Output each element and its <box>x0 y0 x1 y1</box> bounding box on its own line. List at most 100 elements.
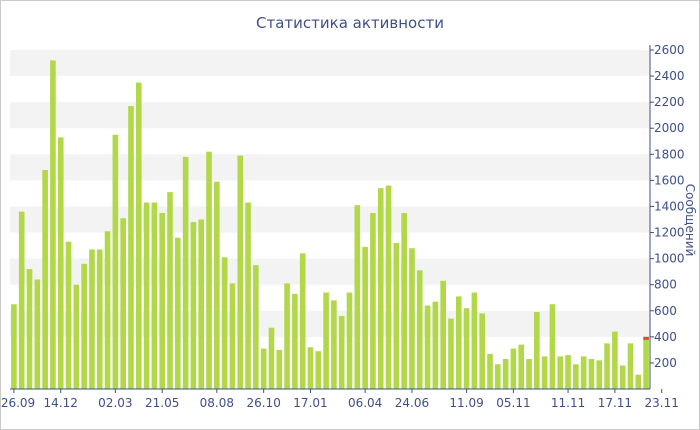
y-tick-label: 800 <box>654 278 677 292</box>
bar <box>190 222 197 389</box>
bar <box>338 315 345 389</box>
bar <box>307 347 314 389</box>
bar <box>627 343 634 389</box>
y-tick-label: 2400 <box>654 69 685 83</box>
y-tick-label: 2600 <box>654 43 685 57</box>
y-tick-label: 1200 <box>654 226 685 240</box>
y-tick-label: 1800 <box>654 147 685 161</box>
bar <box>526 359 532 389</box>
bar <box>479 313 486 389</box>
bar <box>377 188 384 389</box>
bar <box>518 344 525 389</box>
bar <box>112 134 119 389</box>
bar <box>424 305 431 389</box>
grid-band <box>10 102 650 129</box>
bar <box>292 293 298 389</box>
bar <box>323 292 329 389</box>
bar <box>502 359 509 389</box>
bar <box>385 185 392 389</box>
bar <box>167 192 173 389</box>
x-tick-label: 21.05 <box>145 396 179 410</box>
bar <box>198 219 205 389</box>
bar-cap <box>643 336 649 340</box>
bar <box>401 212 407 389</box>
grid-band <box>10 50 650 77</box>
bar <box>409 248 415 389</box>
bar <box>510 348 517 389</box>
bar <box>354 205 361 389</box>
bar <box>104 231 111 389</box>
bar <box>393 242 400 389</box>
bar <box>541 356 548 389</box>
bar <box>549 304 556 389</box>
bar <box>42 169 48 389</box>
bar <box>612 331 618 389</box>
bar <box>268 327 275 389</box>
y-tick-labels: 200 400 600 800 1000 1200 1400 1600 1800 2000 2200… <box>654 43 685 370</box>
y-tick-label: 2200 <box>654 95 685 109</box>
x-tick-label: 14.12 <box>44 396 78 410</box>
chart-title: Статистика активности <box>256 14 444 32</box>
bar <box>604 343 610 389</box>
bar <box>534 312 540 389</box>
bar <box>299 253 306 389</box>
x-tick-label: 05.11 <box>496 396 530 410</box>
bar <box>580 356 587 389</box>
grid-band <box>10 206 650 233</box>
y-tick-label: 1600 <box>654 173 685 187</box>
bar <box>143 202 150 389</box>
bar <box>416 270 423 389</box>
bar <box>120 218 126 389</box>
bar <box>182 156 189 389</box>
bar <box>135 82 142 389</box>
x-tick-label: 11.11 <box>551 396 585 410</box>
y-tick-label: 2000 <box>654 121 685 135</box>
bar <box>362 246 368 389</box>
bar <box>370 212 376 389</box>
bar <box>260 348 267 389</box>
bar <box>229 283 236 389</box>
bar <box>440 280 446 389</box>
x-tick-label: 17.01 <box>293 396 327 410</box>
x-tick-label: 23.11 <box>645 396 679 410</box>
bar-series <box>11 60 649 390</box>
bar <box>588 359 595 389</box>
y-tick-label: 1000 <box>654 252 685 266</box>
bar <box>89 249 95 389</box>
bar <box>96 249 103 389</box>
bar <box>596 360 603 389</box>
bar <box>65 241 72 389</box>
bar <box>346 292 353 389</box>
x-tick-label: 26.10 <box>246 396 280 410</box>
bar <box>331 300 337 389</box>
bar <box>237 155 244 389</box>
bar <box>643 336 649 389</box>
axes <box>10 45 663 393</box>
grid-band <box>10 154 650 181</box>
y-tick-label: 1400 <box>654 199 685 213</box>
bar <box>463 308 470 389</box>
bar <box>565 355 571 389</box>
bar <box>573 364 579 389</box>
x-tick-label: 02.03 <box>98 396 132 410</box>
bar <box>557 356 564 389</box>
bar <box>11 304 17 389</box>
bar <box>245 202 251 389</box>
bar <box>18 211 25 389</box>
bar <box>174 237 181 389</box>
bar <box>159 212 166 389</box>
bar <box>206 151 212 389</box>
bar <box>494 364 501 389</box>
x-tick-label: 11.09 <box>449 396 483 410</box>
y-tick-label: 600 <box>654 304 677 318</box>
bar <box>619 365 626 389</box>
bar <box>487 353 493 389</box>
bar <box>151 202 158 389</box>
x-tick-label: 06.04 <box>348 396 382 410</box>
bar <box>471 292 478 389</box>
x-tick-label: 24.06 <box>395 396 429 410</box>
bar <box>276 349 283 389</box>
bar <box>26 269 33 389</box>
x-tick-label: 17.11 <box>598 396 632 410</box>
bar <box>73 284 80 389</box>
